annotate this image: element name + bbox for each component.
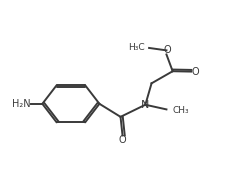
Text: O: O [118,135,126,145]
Text: H₃C: H₃C [128,43,144,52]
Text: N: N [140,100,149,110]
Text: O: O [191,67,199,77]
Text: H₂N: H₂N [12,99,30,109]
Text: CH₃: CH₃ [172,106,188,115]
Text: O: O [162,45,170,55]
